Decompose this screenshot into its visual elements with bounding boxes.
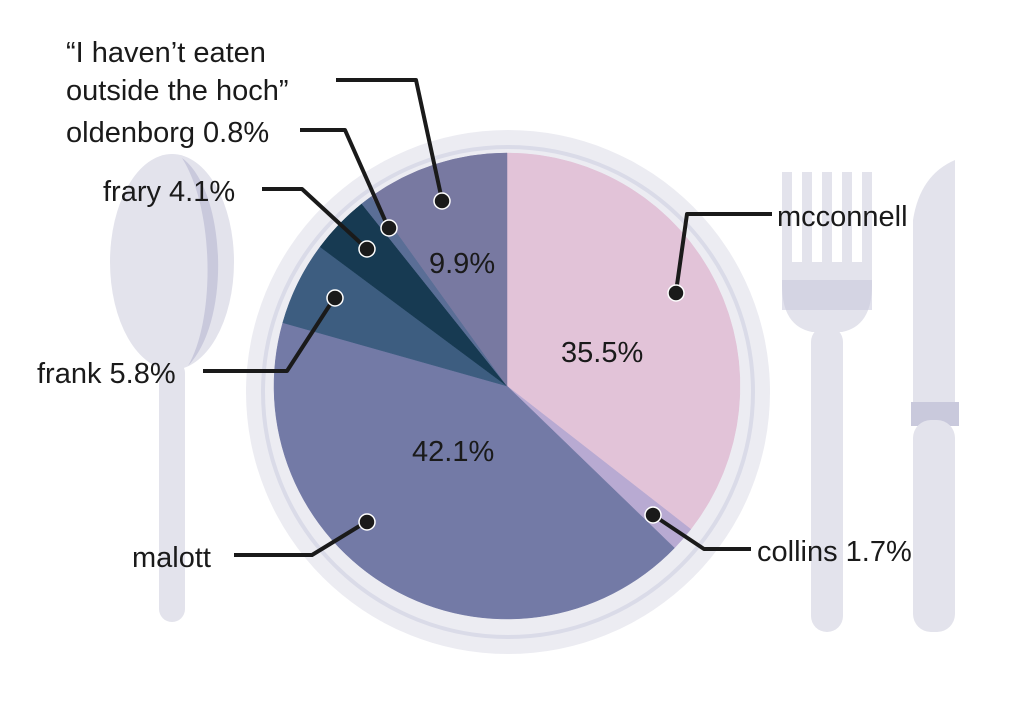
fork-icon [782,172,872,632]
leader-dot-collins [644,506,662,524]
label-malott: malott [132,542,211,574]
leader-lines [203,78,772,557]
label-hoch-line1: “I haven’t eaten [66,37,266,69]
leader-line-frary [262,187,368,250]
leader-line-malott [234,520,368,557]
label-oldenborg: oldenborg 0.8% [66,117,269,149]
label-collins: collins 1.7% [757,536,912,568]
leader-line-collins [651,513,751,551]
pct-label-mcconnell: 35.5% [561,337,643,369]
spoon-icon [110,154,234,622]
knife-icon [911,160,959,632]
leader-line-frank [203,295,337,373]
leader-dots [326,192,685,531]
label-frank: frank 5.8% [37,358,176,390]
leader-dot-malott [358,513,376,531]
label-hoch-line2: outside the hoch” [66,75,288,107]
leader-line-oldenborg [300,128,390,228]
leader-dot-oldenborg [380,219,398,237]
pct-label-hoch: 9.9% [429,248,495,280]
leader-dot-frank [326,289,344,307]
leader-dot-frary [358,240,376,258]
leader-dot-hoch [433,192,451,210]
leader-line-hoch [336,78,444,201]
pct-label-malott: 42.1% [412,436,494,468]
label-mcconnell: mcconnell [777,201,908,233]
pie-slice-2 [273,322,675,620]
pie-slices [273,152,741,620]
label-frary: frary 4.1% [103,176,235,208]
leader-dot-mcconnell [667,284,685,302]
leader-line-mcconnell [674,212,772,293]
